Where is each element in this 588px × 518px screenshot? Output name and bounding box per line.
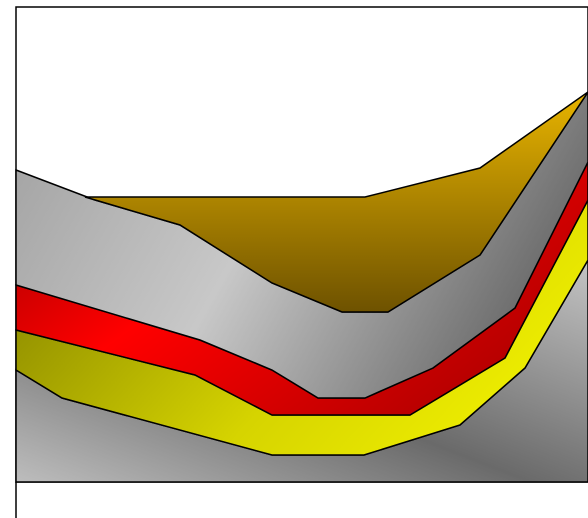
gold-basin-fill-layer [84,91,588,313]
